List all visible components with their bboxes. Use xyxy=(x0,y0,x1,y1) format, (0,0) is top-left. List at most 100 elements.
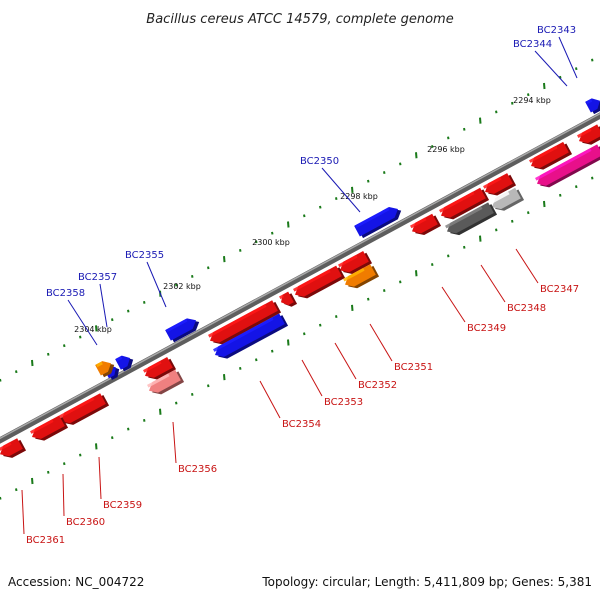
scale-tick xyxy=(47,470,50,474)
scale-tick xyxy=(95,325,98,332)
scale-label: 2294 kbp xyxy=(513,96,551,105)
gene-feature-gloss xyxy=(490,191,510,205)
gene-feature-gloss xyxy=(410,217,427,229)
gene-feature-body xyxy=(294,265,342,297)
gene-feature-gloss xyxy=(343,268,365,282)
scale-label: 2298 kbp xyxy=(340,192,378,201)
gene-leader-line xyxy=(301,359,323,397)
gene-label-bc2348: BC2348 xyxy=(480,264,546,314)
scale-tick xyxy=(575,185,578,189)
gene-feature-gloss xyxy=(213,317,274,352)
gene-feature xyxy=(529,141,573,170)
scale-tick xyxy=(207,384,210,388)
gene-feature-body xyxy=(32,415,65,439)
gene-leader-line xyxy=(558,36,578,79)
scale-tick xyxy=(479,235,482,242)
scale-tick xyxy=(335,315,338,318)
gene-feature-gloss xyxy=(143,360,162,373)
gene-feature xyxy=(59,393,110,425)
scale-tick xyxy=(63,344,66,348)
gene-leader-line xyxy=(259,380,281,419)
gene-label-text: BC2356 xyxy=(178,464,217,475)
scale-tick xyxy=(463,127,466,131)
gene-features xyxy=(0,98,600,458)
gene-leader-line xyxy=(146,261,167,308)
gene-label-text: BC2350 xyxy=(300,156,339,167)
scale-tick xyxy=(351,186,354,193)
scale-tick xyxy=(591,176,594,180)
gene-feature xyxy=(165,318,200,343)
scale-tick xyxy=(191,274,194,278)
gene-feature-body xyxy=(440,187,486,218)
gene-feature xyxy=(147,369,185,395)
gene-feature xyxy=(585,98,600,115)
scale-tick xyxy=(447,136,450,140)
scale-tick xyxy=(239,367,242,370)
scale-tick xyxy=(415,152,418,159)
scale-tick xyxy=(287,339,290,346)
scale-tick xyxy=(0,496,2,500)
scale-tick xyxy=(15,488,18,492)
scale-tick xyxy=(175,401,178,405)
gene-label-bc2343: BC2343 xyxy=(537,25,578,79)
gene-label-bc2352: BC2352 xyxy=(334,342,397,391)
scale-tick xyxy=(431,145,434,149)
gene-label-text: BC2355 xyxy=(125,250,164,261)
scale-tick xyxy=(447,254,450,258)
scale-tick xyxy=(399,162,402,166)
gene-feature-gloss xyxy=(483,176,502,189)
gene-leader-line xyxy=(441,286,466,323)
backbone-line xyxy=(0,112,600,444)
scale-tick xyxy=(31,477,34,485)
scale-tick xyxy=(527,93,530,97)
gene-label-text: BC2344 xyxy=(513,39,552,50)
gene-leader-line xyxy=(369,323,393,362)
gene-feature-body xyxy=(530,141,569,168)
gene-label-text: BC2353 xyxy=(324,397,363,408)
scale-tick xyxy=(95,443,98,450)
scale-tick xyxy=(367,179,370,183)
gene-feature xyxy=(338,251,373,274)
topology-text: Topology: circular; Length: 5,411,809 bp… xyxy=(261,575,592,589)
gene-feature-body xyxy=(537,144,600,186)
gene-feature-gloss xyxy=(338,254,358,268)
gene-label-text: BC2361 xyxy=(26,535,65,546)
gene-leader-line xyxy=(98,456,102,500)
scale-ticks xyxy=(0,58,594,500)
gene-leader-line xyxy=(534,50,568,87)
scale-tick xyxy=(175,283,178,287)
accession-text: Accession: NC_004722 xyxy=(8,575,144,589)
gene-label-text: BC2347 xyxy=(540,284,579,295)
gene-feature xyxy=(343,264,380,289)
gene-feature-body xyxy=(484,173,513,194)
scale-tick xyxy=(223,374,226,381)
scale-tick xyxy=(399,280,402,284)
gene-label-bc2347: BC2347 xyxy=(515,248,579,295)
gene-label-bc2359: BC2359 xyxy=(98,456,142,511)
gene-label-bc2358: BC2358 xyxy=(46,288,98,346)
scale-tick xyxy=(511,219,514,223)
scale-tick xyxy=(207,266,210,270)
gene-label-text: BC2343 xyxy=(537,25,576,36)
gene-label-bc2344: BC2344 xyxy=(513,39,568,87)
gene-feature-gloss xyxy=(147,373,170,388)
scale-tick xyxy=(511,101,514,105)
gene-feature-body xyxy=(209,300,278,343)
gene-label-bc2351: BC2351 xyxy=(369,323,433,373)
gene-feature-body xyxy=(411,213,438,234)
scale-tick xyxy=(271,349,274,353)
gene-leader-line xyxy=(334,342,357,380)
scale-label: 2302 kbp xyxy=(163,282,201,291)
gene-feature-gloss xyxy=(586,98,593,105)
scale-tick xyxy=(271,231,274,235)
gene-feature-gloss xyxy=(355,207,390,229)
scale-tick xyxy=(15,370,18,374)
gene-feature xyxy=(293,265,346,299)
scale-tick xyxy=(191,392,194,396)
gene-label-text: BC2351 xyxy=(394,362,433,373)
scale-tick xyxy=(335,197,338,200)
gene-feature xyxy=(279,291,298,307)
scale-tick xyxy=(223,256,226,263)
gene-feature-body xyxy=(60,393,106,424)
